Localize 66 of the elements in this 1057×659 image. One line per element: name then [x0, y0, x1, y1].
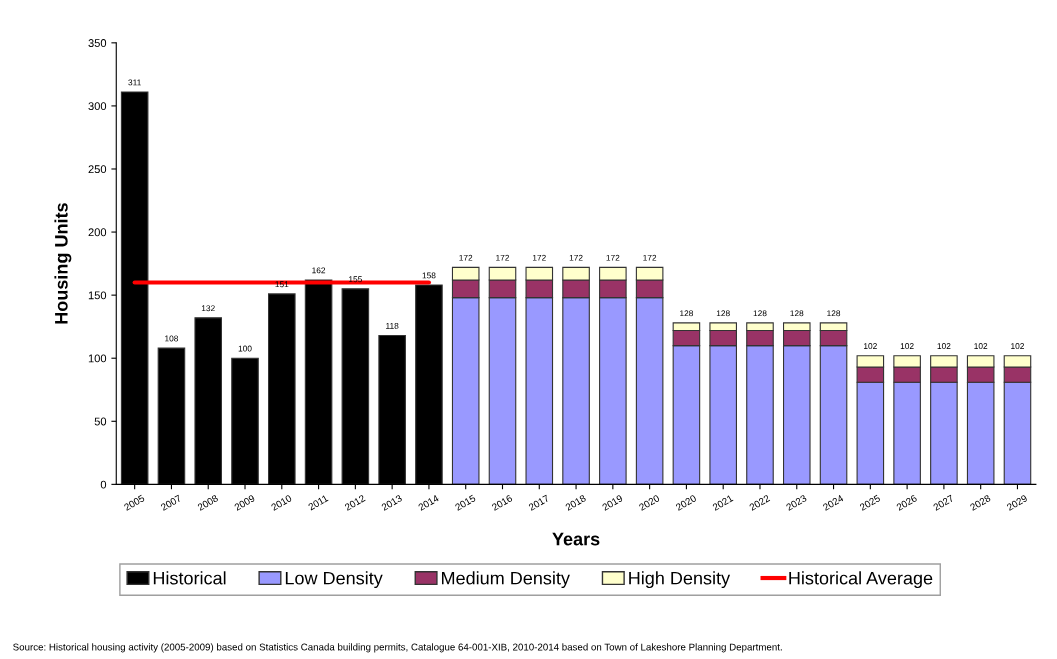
total-label: 132 — [201, 305, 215, 312]
total-label: 102 — [937, 343, 951, 349]
y-axis-title: Housing Units — [54, 203, 72, 324]
x-tick-label: 2022 — [748, 494, 771, 511]
y-tick-label: 0 — [100, 480, 107, 489]
x-tick-label: 2021 — [712, 494, 734, 511]
x-tick-label: 2013 — [381, 494, 403, 511]
total-label: 128 — [753, 310, 767, 317]
x-tick-label: 2023 — [785, 494, 808, 511]
total-label: 172 — [459, 254, 473, 261]
y-tick-label: 300 — [88, 102, 107, 111]
y-tick-label: 150 — [88, 291, 107, 300]
x-tick-label: 2017 — [528, 494, 550, 511]
x-tick-label: 2020 — [675, 494, 697, 511]
legend-label: Low Density — [285, 571, 383, 589]
x-tick-label: 2005 — [123, 494, 145, 511]
x-tick-label: 2028 — [969, 494, 991, 511]
x-tick-label: 2010 — [270, 494, 293, 511]
y-tick-label: 50 — [94, 417, 107, 426]
total-label: 102 — [1011, 343, 1024, 349]
legend-label: Historical Average — [789, 571, 933, 589]
total-label: 162 — [312, 267, 326, 274]
source-note: Source: Historical housing activity (2005-2009) based on Statistics Canada building permits, Catalogue 64-001-XIB, 2010-2014 based on Town of Lakeshore Planning Department. — [13, 643, 782, 653]
y-tick-label: 100 — [88, 354, 107, 363]
x-tick-label: 2029 — [1006, 494, 1028, 511]
total-label: 118 — [386, 322, 399, 329]
total-label: 155 — [349, 276, 362, 283]
legend-label: High Density — [629, 571, 731, 589]
x-tick-label: 2007 — [160, 494, 182, 511]
total-label: 151 — [275, 281, 289, 288]
y-tick-label: 350 — [88, 39, 107, 47]
total-label: 158 — [422, 272, 436, 279]
x-tick-label: 2009 — [233, 494, 256, 511]
y-tick-label: 250 — [88, 165, 107, 174]
total-label: 128 — [790, 310, 804, 317]
x-tick-label: 2024 — [822, 494, 844, 511]
total-label: 102 — [974, 343, 988, 349]
total-label: 128 — [827, 310, 841, 317]
x-tick-label: 2008 — [197, 494, 219, 511]
x-tick-label: 2014 — [417, 494, 440, 511]
x-tick-label: 2019 — [601, 494, 624, 511]
legend-label: Historical — [153, 571, 226, 585]
total-label: 102 — [864, 343, 877, 349]
x-tick-label: 2011 — [307, 494, 329, 511]
total-label: 172 — [643, 254, 657, 261]
x-tick-label: 2026 — [896, 494, 918, 511]
x-tick-label: 2016 — [491, 494, 513, 511]
x-tick-label: 2018 — [564, 494, 587, 511]
total-label: 172 — [569, 254, 583, 261]
x-tick-label: 2027 — [932, 494, 955, 511]
total-label: 102 — [900, 343, 914, 349]
x-tick-label: 2012 — [344, 494, 366, 511]
total-label: 128 — [680, 310, 694, 317]
x-tick-label: 2025 — [859, 494, 881, 511]
total-label: 128 — [716, 310, 730, 317]
total-label: 172 — [532, 254, 546, 261]
total-label: 311 — [128, 79, 141, 86]
total-label: 108 — [165, 335, 179, 342]
x-axis-title: Years — [552, 532, 600, 546]
legend-label: Medium Density — [442, 571, 570, 589]
x-tick-label: 2020 — [638, 494, 660, 511]
y-tick-label: 200 — [88, 228, 107, 237]
total-label: 172 — [606, 254, 620, 261]
total-label: 100 — [238, 345, 252, 352]
x-tick-label: 2015 — [454, 494, 477, 511]
total-label: 172 — [496, 254, 510, 261]
